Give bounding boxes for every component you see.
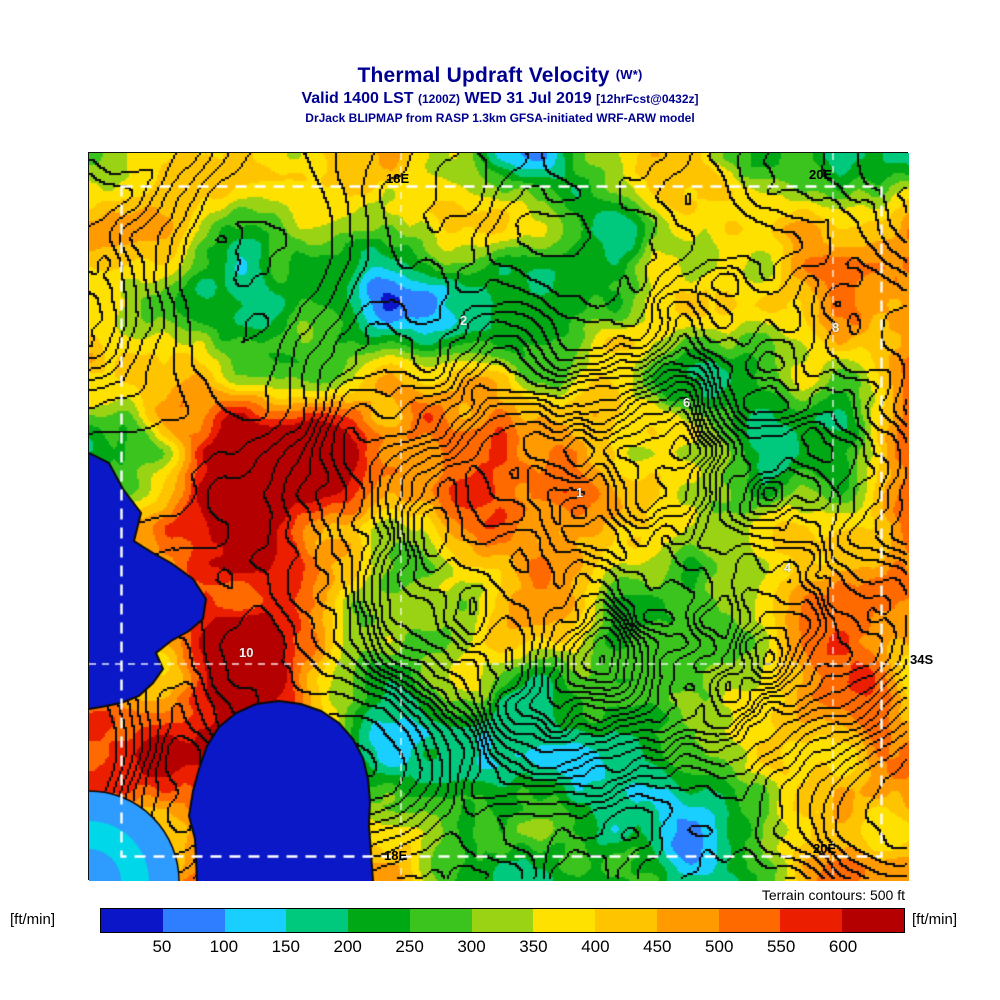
map-overlays: 18E 20E 18E 20E 2 8 6 1 4 10 — [89, 153, 907, 879]
colorbar-segment — [286, 909, 349, 932]
colorbar-segment — [718, 909, 781, 932]
colorbar-tick: 450 — [643, 937, 672, 956]
colorbar-segment — [348, 909, 410, 932]
map-outside-label: 34S — [910, 652, 934, 667]
valid-time-line: Valid 1400 LST (1200Z) WED 31 Jul 2019 [… — [0, 90, 1000, 108]
thermal-map: 18E 20E 18E 20E 2 8 6 1 4 10 — [88, 152, 909, 881]
model-source-line: DrJack BLIPMAP from RASP 1.3km GFSA-init… — [305, 111, 695, 125]
colorbar-segment — [842, 909, 904, 932]
colorbar-segment — [224, 909, 287, 932]
map-marker: 4 — [784, 560, 792, 575]
map-geo-label: 20E — [813, 841, 837, 856]
chart-title-unit: (W*) — [615, 67, 643, 82]
map-geo-label: 18E — [384, 848, 408, 863]
colorbar-unit-left: [ft/min] — [10, 911, 56, 928]
valid-time-utc: (1200Z) — [417, 92, 461, 106]
colorbar-segment — [162, 909, 225, 932]
forecast-cycle: [12hrFcst@0432z] — [596, 92, 699, 106]
map-marker: 6 — [683, 395, 691, 410]
colorbar-tick: 600 — [828, 937, 858, 956]
colorbar-tick: 150 — [271, 937, 300, 956]
valid-time-main: Valid 1400 LST — [301, 90, 414, 107]
colorbar-tick: 250 — [395, 937, 424, 956]
colorbar-segment — [471, 909, 534, 932]
colorbar — [100, 908, 905, 933]
colorbar-segment — [101, 909, 163, 932]
terrain-contours-note: Terrain contours: 500 ft — [761, 887, 905, 903]
chart-title: Thermal Updraft Velocity — [357, 64, 610, 87]
chart-title-line: Thermal Updraft Velocity (W*) — [0, 64, 1000, 88]
thermal-map-canvas — [89, 153, 909, 881]
colorbar-segment — [656, 909, 719, 932]
colorbar-tick: 350 — [519, 937, 548, 956]
map-marker: 8 — [832, 320, 840, 335]
colorbar-tick: 50 — [152, 937, 172, 956]
colorbar-ticks: 50 100 150 200 250 300 350 400 450 500 550 600 — [100, 937, 905, 959]
colorbar-segment — [533, 909, 596, 932]
colorbar-tick: 550 — [766, 937, 796, 956]
colorbar-tick: 500 — [705, 937, 734, 956]
map-geo-label: 20E — [809, 167, 833, 182]
chart-header: Thermal Updraft Velocity (W*) Valid 1400… — [0, 64, 1000, 125]
colorbar-segment — [595, 909, 657, 932]
colorbar-tick: 400 — [581, 937, 610, 956]
colorbar-tick: 300 — [457, 937, 486, 956]
map-marker: 2 — [460, 313, 468, 328]
map-marker: 10 — [239, 645, 254, 660]
colorbar-segment — [780, 909, 843, 932]
colorbar-segment — [409, 909, 472, 932]
map-marker: 1 — [576, 485, 584, 500]
colorbar-tick: 100 — [209, 937, 239, 956]
colorbar-tick: 200 — [333, 937, 362, 956]
map-geo-label: 18E — [386, 171, 410, 186]
colorbar-unit-right: [ft/min] — [912, 911, 958, 928]
valid-date: WED 31 Jul 2019 — [464, 90, 592, 107]
